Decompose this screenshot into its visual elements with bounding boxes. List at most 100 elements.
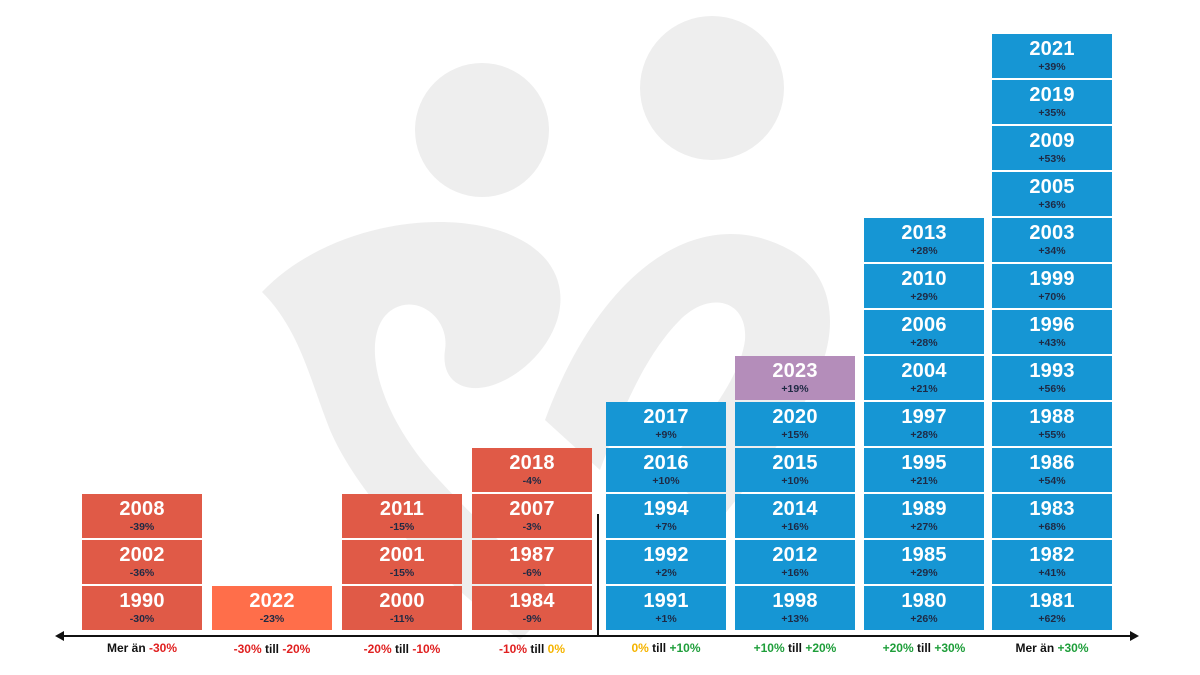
bar-block-1980: 1980 +26% [864, 586, 984, 630]
change-label: -30% [129, 613, 155, 626]
bar-block-1986: 1986 +54% [992, 448, 1112, 492]
bar-block-2015: 2015 +10% [735, 448, 855, 492]
x-tick-label-0: Mer än -30% [72, 641, 212, 655]
change-label: +53% [1038, 153, 1066, 166]
x-tick-label-part: -30% [233, 642, 262, 656]
x-tick-label-5: +10% till +20% [725, 641, 865, 655]
x-tick-label-part: till [784, 641, 806, 655]
x-tick-label-part: -10% [498, 642, 527, 656]
bar-block-2010: 2010 +29% [864, 264, 984, 308]
change-label: -23% [259, 613, 285, 626]
change-label: +70% [1038, 291, 1066, 304]
x-tick-label-2: -20% till -10% [332, 642, 472, 656]
year-label: 2011 [379, 498, 425, 521]
bar-block-2022: 2022 -23% [212, 586, 332, 630]
year-label: 2012 [772, 544, 818, 567]
change-label: -3% [522, 521, 542, 534]
year-label: 2020 [772, 406, 818, 429]
bar-block-1996: 1996 +43% [992, 310, 1112, 354]
year-label: 2005 [1029, 176, 1075, 199]
change-label: +55% [1038, 429, 1066, 442]
bar-block-2017: 2017 +9% [606, 402, 726, 446]
x-tick-label-part: +30% [1057, 641, 1089, 655]
year-label: 2004 [901, 360, 947, 383]
year-label: 1994 [643, 498, 689, 521]
bar-block-2002: 2002 -36% [82, 540, 202, 584]
change-label: +21% [910, 475, 938, 488]
year-label: 1986 [1029, 452, 1075, 475]
year-label: 2017 [643, 406, 689, 429]
change-label: +29% [910, 291, 938, 304]
year-label: 1988 [1029, 406, 1075, 429]
year-label: 1984 [509, 590, 555, 613]
change-label: +10% [652, 475, 680, 488]
change-label: +36% [1038, 199, 1066, 212]
bar-block-1997: 1997 +28% [864, 402, 984, 446]
year-label: 2006 [901, 314, 947, 337]
year-label: 2014 [772, 498, 818, 521]
year-label: 1999 [1029, 268, 1075, 291]
x-tick-label-4: 0% till +10% [596, 641, 736, 655]
year-label: 2016 [643, 452, 689, 475]
x-tick-label-part: +10% [669, 641, 701, 655]
bar-block-2012: 2012 +16% [735, 540, 855, 584]
bar-block-1985: 1985 +29% [864, 540, 984, 584]
x-tick-label-part: -20% [282, 642, 311, 656]
x-tick-label-part: +20% [882, 641, 914, 655]
bar-block-1998: 1998 +13% [735, 586, 855, 630]
bar-block-2000: 2000 -11% [342, 586, 462, 630]
change-label: +2% [655, 567, 677, 580]
year-label: 2023 [772, 360, 818, 383]
bar-block-1983: 1983 +68% [992, 494, 1112, 538]
bar-block-1989: 1989 +27% [864, 494, 984, 538]
x-tick-label-part: 0% [547, 642, 566, 656]
year-label: 2003 [1029, 222, 1075, 245]
bar-block-1988: 1988 +55% [992, 402, 1112, 446]
x-tick-label-part: -10% [412, 642, 441, 656]
change-label: +41% [1038, 567, 1066, 580]
x-tick-label-6: +20% till +30% [854, 641, 994, 655]
change-label: +16% [781, 521, 809, 534]
change-label: +16% [781, 567, 809, 580]
change-label: +56% [1038, 383, 1066, 396]
year-label: 1983 [1029, 498, 1075, 521]
x-tick-label-part: +30% [934, 641, 966, 655]
year-label: 1993 [1029, 360, 1075, 383]
bar-block-2007: 2007 -3% [472, 494, 592, 538]
x-axis-line [62, 635, 1134, 637]
x-tick-label-part: till [648, 641, 670, 655]
year-label: 2009 [1029, 130, 1075, 153]
x-axis-right-arrow [1130, 631, 1139, 641]
year-label: 2019 [1029, 84, 1075, 107]
change-label: +21% [910, 383, 938, 396]
change-label: +54% [1038, 475, 1066, 488]
change-label: -4% [522, 475, 542, 488]
change-label: -6% [522, 567, 542, 580]
year-label: 1996 [1029, 314, 1075, 337]
bar-block-2021: 2021 +39% [992, 34, 1112, 78]
year-label: 1995 [901, 452, 947, 475]
x-tick-label-part: till [391, 642, 413, 656]
bar-block-1984: 1984 -9% [472, 586, 592, 630]
bar-block-2013: 2013 +28% [864, 218, 984, 262]
year-label: 1998 [772, 590, 818, 613]
change-label: -15% [389, 567, 415, 580]
year-label: 1981 [1029, 590, 1075, 613]
bar-block-2008: 2008 -39% [82, 494, 202, 538]
bar-block-1991: 1991 +1% [606, 586, 726, 630]
change-label: +39% [1038, 61, 1066, 74]
watermark-circle-small [415, 63, 549, 197]
year-label: 1987 [509, 544, 555, 567]
change-label: +35% [1038, 107, 1066, 120]
bar-block-2019: 2019 +35% [992, 80, 1112, 124]
year-label: 1985 [901, 544, 947, 567]
change-label: +27% [910, 521, 938, 534]
zero-divider-line [597, 514, 599, 636]
change-label: -39% [129, 521, 155, 534]
change-label: +10% [781, 475, 809, 488]
change-label: +28% [910, 337, 938, 350]
year-label: 2018 [509, 452, 555, 475]
year-label: 2000 [379, 590, 425, 613]
change-label: +28% [910, 429, 938, 442]
